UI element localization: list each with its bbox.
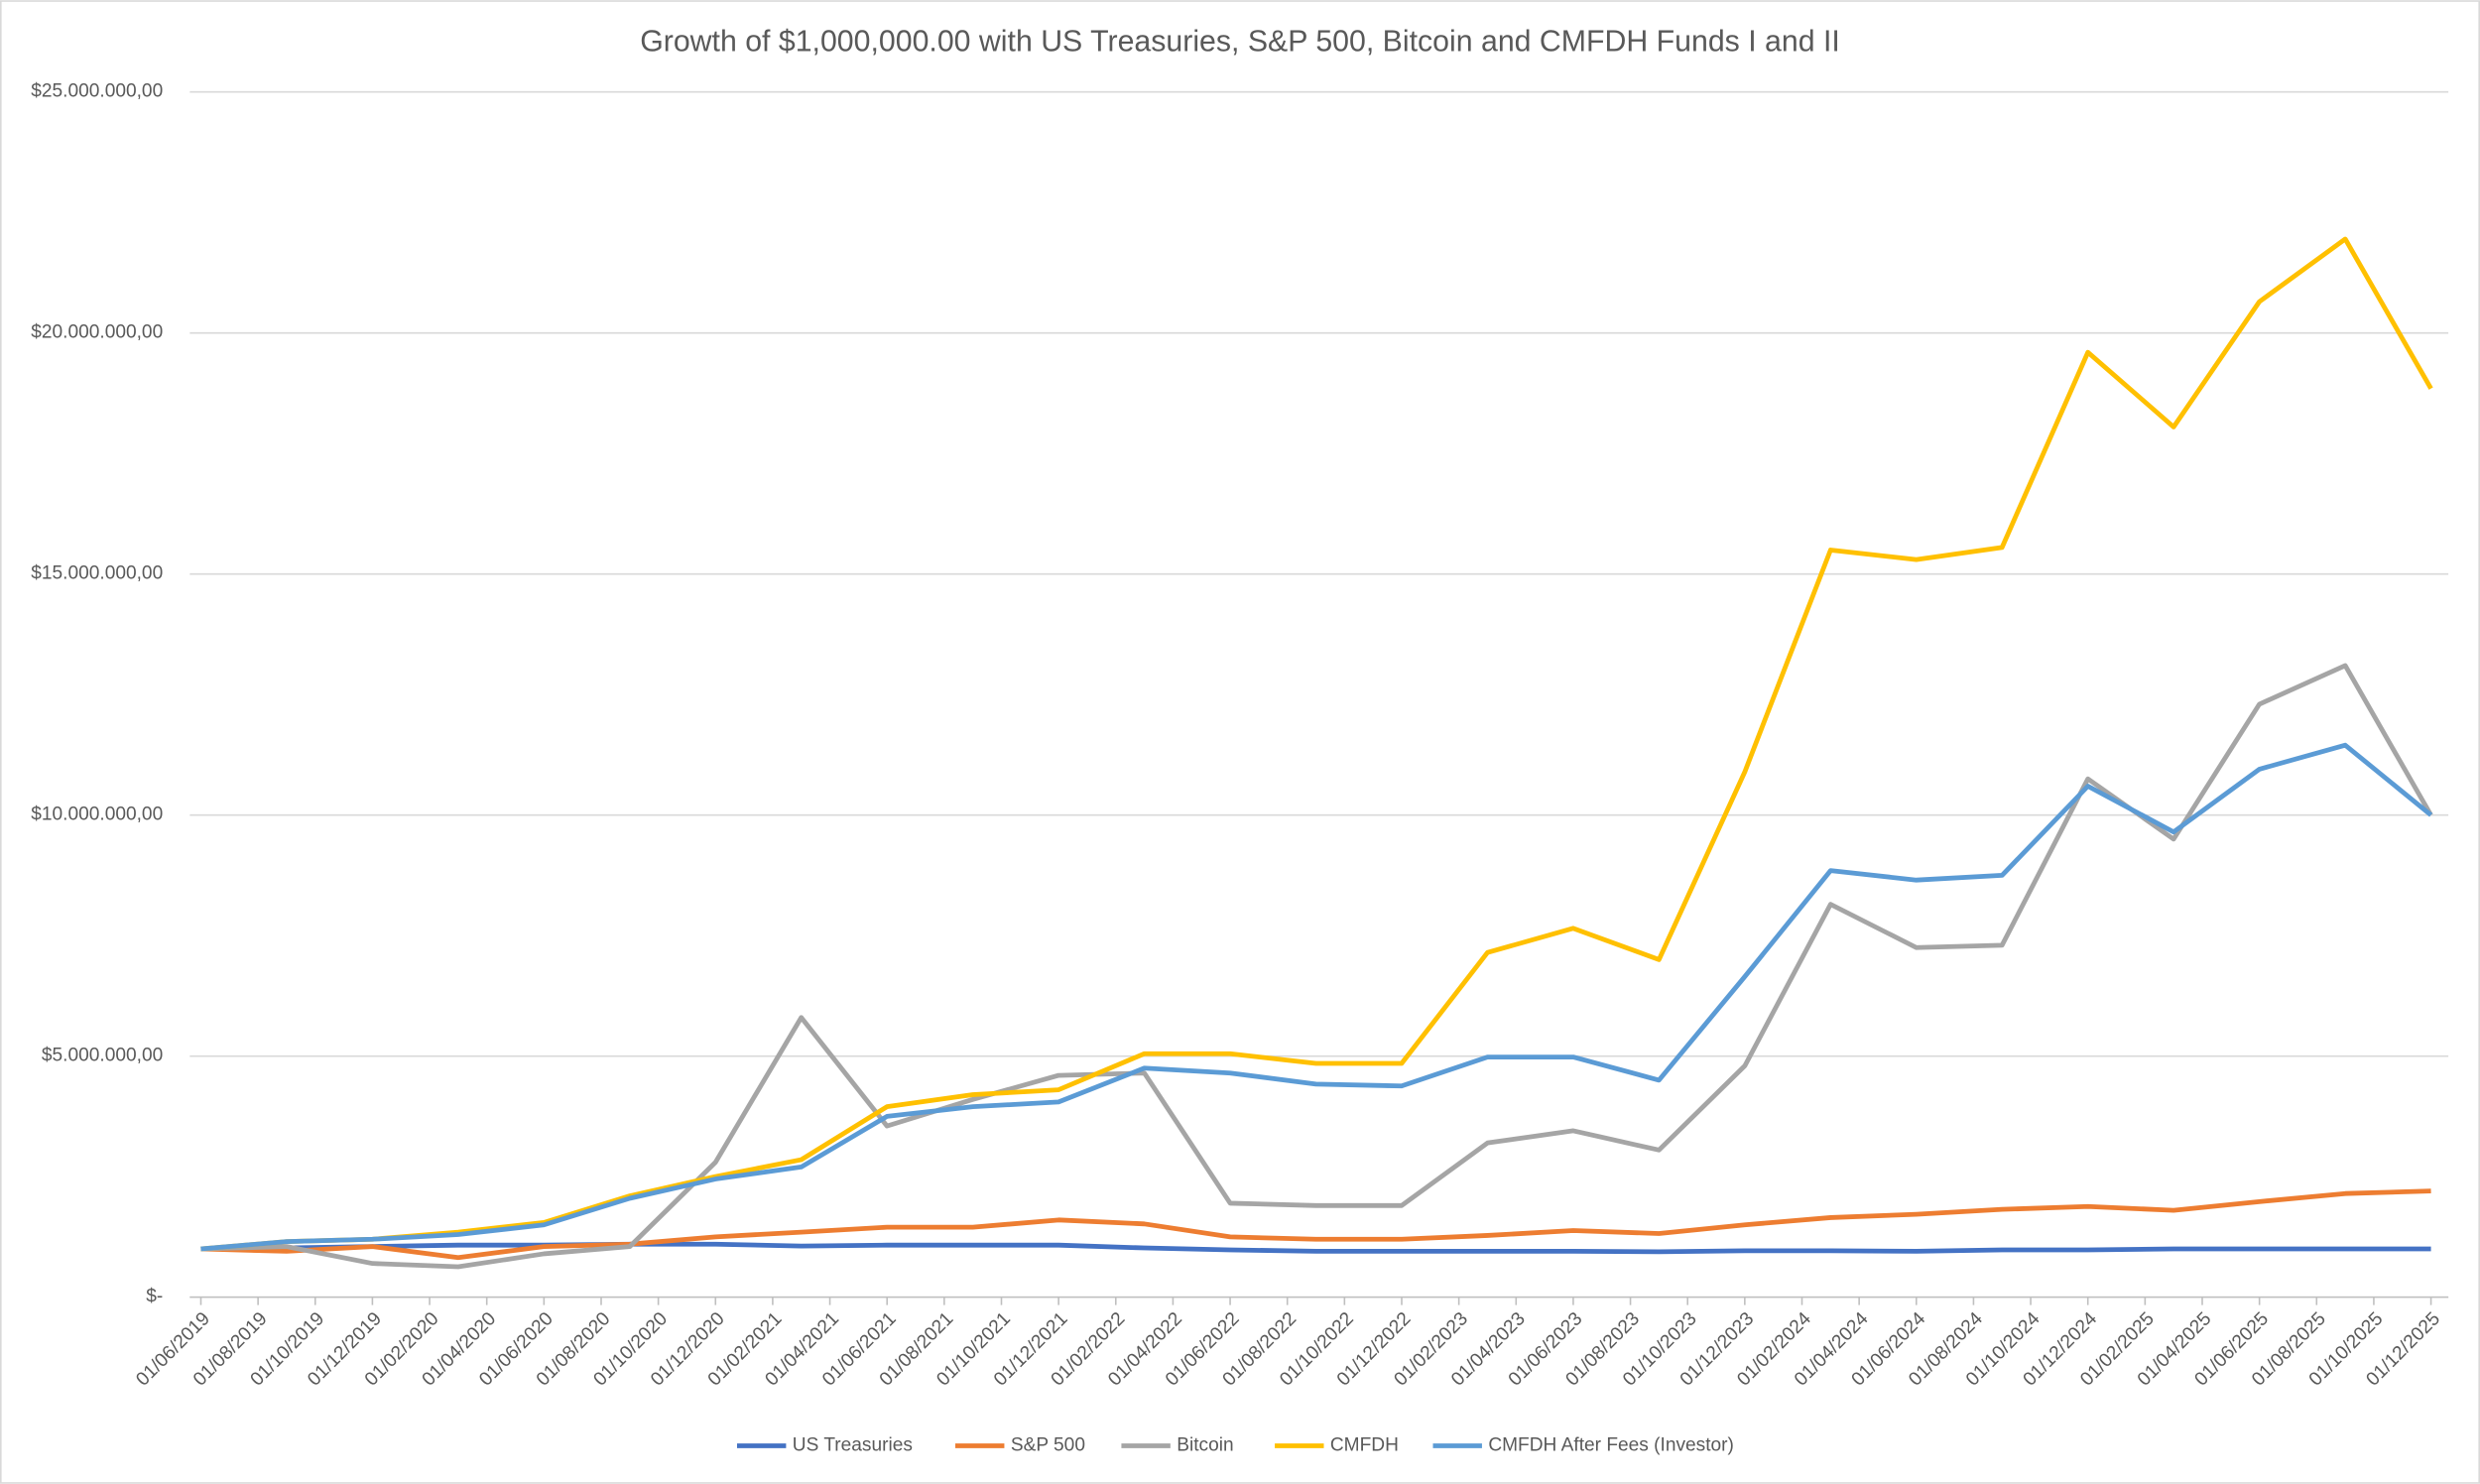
legend-label: US Treasuries <box>793 1435 913 1456</box>
series-line <box>200 1188 2431 1261</box>
series-line <box>200 742 2433 1252</box>
legend-label: S&P 500 <box>1011 1435 1085 1456</box>
chart-title: Growth of $1,000,000.00 with US Treasuri… <box>640 25 1840 58</box>
legend-label: CMFDH After Fees (Investor) <box>1488 1435 1734 1456</box>
y-tick-label: $20.000.000,00 <box>31 322 163 343</box>
y-tick-label: $25.000.000,00 <box>31 81 163 102</box>
legend-label: CMFDH <box>1330 1435 1399 1456</box>
y-tick-label: $10.000.000,00 <box>31 804 163 825</box>
y-tick-label: $5.000.000,00 <box>42 1046 163 1066</box>
y-tick-label: $- <box>146 1287 163 1307</box>
series-line <box>200 663 2433 1270</box>
y-tick-label: $15.000.000,00 <box>31 563 163 584</box>
legend-label: Bitcoin <box>1177 1435 1233 1456</box>
